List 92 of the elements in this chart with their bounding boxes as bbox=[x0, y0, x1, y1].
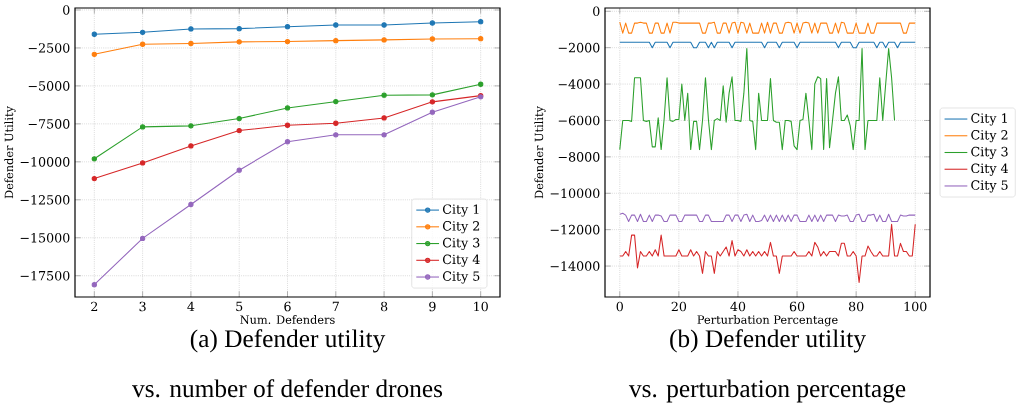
legend-label: City 2 bbox=[442, 221, 480, 234]
point bbox=[139, 124, 146, 130]
x-tick-label: 0 bbox=[616, 301, 623, 312]
point bbox=[478, 18, 484, 25]
point bbox=[188, 201, 194, 208]
legend-label: City 1 bbox=[442, 204, 479, 217]
y-axis-title: Defender Utility bbox=[534, 106, 546, 199]
point bbox=[333, 98, 339, 105]
text: (a) Defender utility bbox=[190, 329, 386, 353]
x-tick-label: 7 bbox=[332, 301, 339, 311]
point bbox=[284, 105, 291, 111]
point bbox=[429, 92, 436, 98]
point bbox=[333, 37, 339, 44]
point bbox=[333, 120, 339, 126]
point bbox=[91, 156, 97, 162]
y-tick-label: −12000 bbox=[550, 224, 600, 235]
point bbox=[333, 22, 339, 28]
point bbox=[381, 115, 387, 121]
point bbox=[91, 51, 97, 57]
point bbox=[429, 20, 436, 26]
point bbox=[284, 122, 291, 128]
point bbox=[478, 36, 484, 42]
point bbox=[429, 36, 436, 42]
point bbox=[429, 99, 436, 105]
point bbox=[188, 123, 194, 129]
y-tick-label: −10000 bbox=[20, 157, 70, 167]
y-tick-label: −6000 bbox=[558, 115, 600, 126]
point bbox=[91, 31, 97, 37]
x-tick-label: 60 bbox=[789, 301, 805, 312]
legend-label: City 5 bbox=[442, 271, 480, 284]
point bbox=[236, 115, 242, 122]
legend-label: City 3 bbox=[442, 237, 480, 251]
y-tick-label: −2000 bbox=[558, 42, 600, 53]
point bbox=[381, 132, 387, 138]
x-tick-label: 6 bbox=[284, 301, 291, 312]
legend-label: City 4 bbox=[442, 254, 480, 267]
x-tick-label: 3 bbox=[139, 301, 146, 312]
text: vs. number of defender drones bbox=[132, 379, 443, 398]
y-tick-label: −12500 bbox=[20, 195, 70, 205]
legend-label: City 4 bbox=[971, 163, 1008, 176]
y-tick-label: −2500 bbox=[28, 43, 70, 53]
x-tick-label: 80 bbox=[848, 301, 864, 312]
x-tick-label: 40 bbox=[730, 301, 746, 312]
x-axis-title: Perturbation Percentage bbox=[697, 315, 838, 327]
y-tick-label: −8000 bbox=[558, 152, 600, 162]
y-tick-label: 0 bbox=[593, 6, 600, 17]
point bbox=[478, 81, 484, 87]
point bbox=[188, 26, 194, 32]
point bbox=[139, 29, 146, 35]
y-tick-label: −4000 bbox=[558, 79, 600, 89]
point bbox=[284, 24, 291, 30]
x-tick-label: 8 bbox=[380, 301, 388, 312]
point bbox=[139, 235, 146, 242]
legend-label: City 3 bbox=[971, 146, 1008, 160]
legend-label: City 5 bbox=[971, 180, 1008, 193]
point bbox=[284, 139, 291, 145]
x-axis-title: Num. Defenders bbox=[240, 315, 335, 324]
x-tick-label: 20 bbox=[671, 301, 687, 312]
point bbox=[236, 39, 242, 45]
y-tick-label: −7500 bbox=[28, 119, 70, 129]
legend-label: City 1 bbox=[971, 113, 1007, 126]
point bbox=[381, 92, 387, 98]
point bbox=[91, 175, 97, 182]
y-tick-label: −14000 bbox=[550, 261, 600, 271]
x-tick-label: 100 bbox=[904, 301, 927, 312]
point bbox=[236, 127, 242, 134]
text: (b) Defender utility bbox=[670, 329, 866, 353]
point bbox=[284, 38, 291, 45]
x-tick-label: 10 bbox=[474, 301, 488, 312]
y-tick-label: −17500 bbox=[20, 270, 70, 281]
y-tick-label: 0 bbox=[63, 5, 70, 15]
x-tick-label: 2 bbox=[91, 301, 98, 312]
point bbox=[91, 282, 97, 288]
point bbox=[381, 22, 387, 28]
point bbox=[333, 132, 339, 138]
point bbox=[236, 167, 242, 173]
point bbox=[188, 40, 194, 47]
point bbox=[381, 37, 387, 43]
point bbox=[236, 25, 242, 32]
text: vs. perturbation percentage bbox=[628, 379, 906, 403]
legend-label: City 2 bbox=[971, 130, 1008, 143]
y-tick-label: −10000 bbox=[550, 188, 600, 199]
point bbox=[429, 109, 436, 115]
x-tick-label: 4 bbox=[187, 301, 195, 312]
x-tick-label: 9 bbox=[429, 301, 436, 312]
point bbox=[139, 41, 146, 47]
y-tick-label: −15000 bbox=[20, 232, 70, 243]
point bbox=[188, 143, 194, 149]
x-tick-label: 5 bbox=[236, 301, 243, 312]
point bbox=[139, 160, 146, 166]
y-axis-title: Defender Utility bbox=[4, 106, 16, 199]
y-tick-label: −5000 bbox=[28, 81, 70, 91]
